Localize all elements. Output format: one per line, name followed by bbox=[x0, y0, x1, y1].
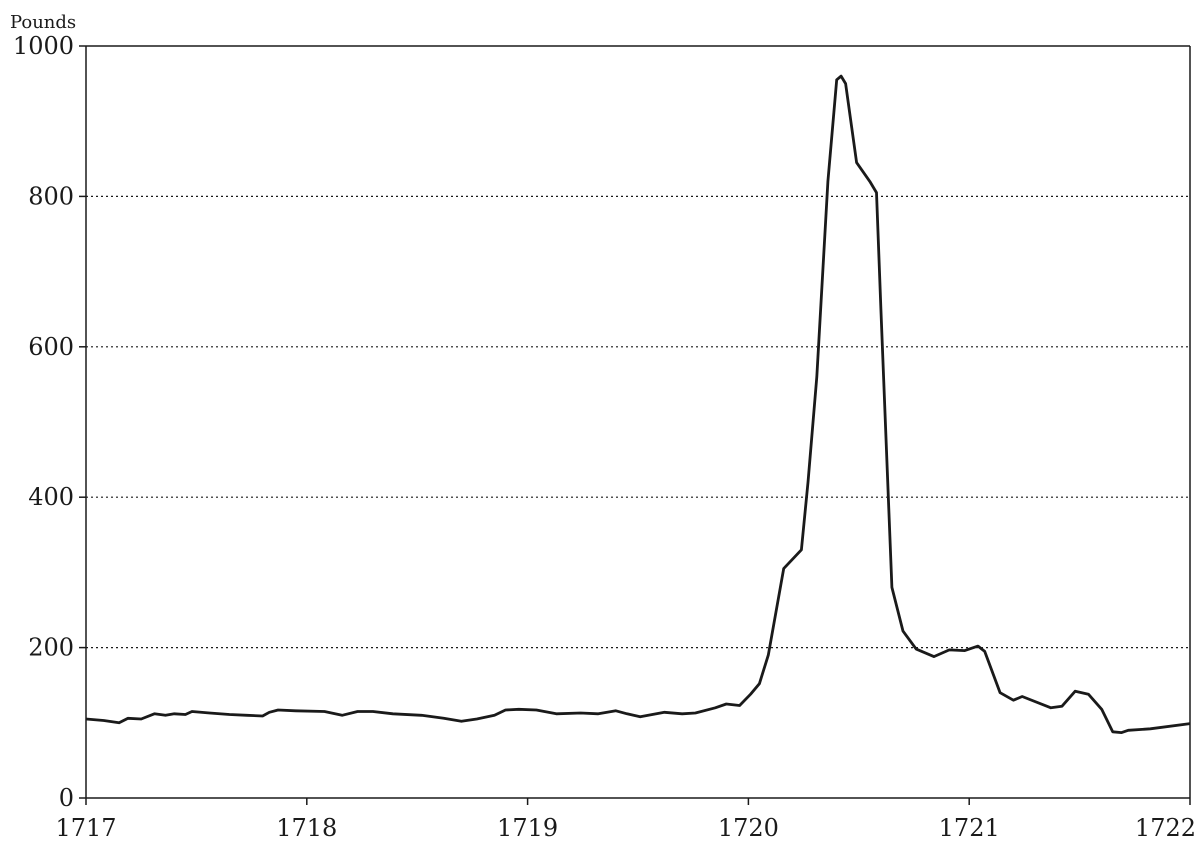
x-ticks: 1717 1718 1719 1720 1721 1722 bbox=[55, 798, 1196, 842]
y-tick-label: 200 bbox=[28, 634, 74, 662]
x-tick-label: 1720 bbox=[718, 814, 779, 842]
series-line bbox=[85, 74, 1191, 734]
x-tick-label: 1721 bbox=[939, 814, 1000, 842]
x-tick-label: 1722 bbox=[1135, 814, 1196, 842]
series bbox=[85, 74, 1191, 734]
y-tick-label: 400 bbox=[28, 483, 74, 511]
y-ticks: 0 200 400 600 800 1000 bbox=[13, 32, 86, 812]
y-axis-unit-label: Pounds bbox=[10, 12, 76, 33]
y-tick-label: 600 bbox=[28, 333, 74, 361]
axes bbox=[85, 45, 1191, 799]
y-tick-label: 0 bbox=[59, 784, 74, 812]
gridlines bbox=[86, 195, 1190, 649]
y-tick-label: 1000 bbox=[13, 32, 74, 60]
x-tick-label: 1718 bbox=[276, 814, 337, 842]
x-tick-label: 1719 bbox=[497, 814, 558, 842]
y-tick-label: 800 bbox=[28, 182, 74, 210]
x-tick-label: 1717 bbox=[55, 814, 116, 842]
